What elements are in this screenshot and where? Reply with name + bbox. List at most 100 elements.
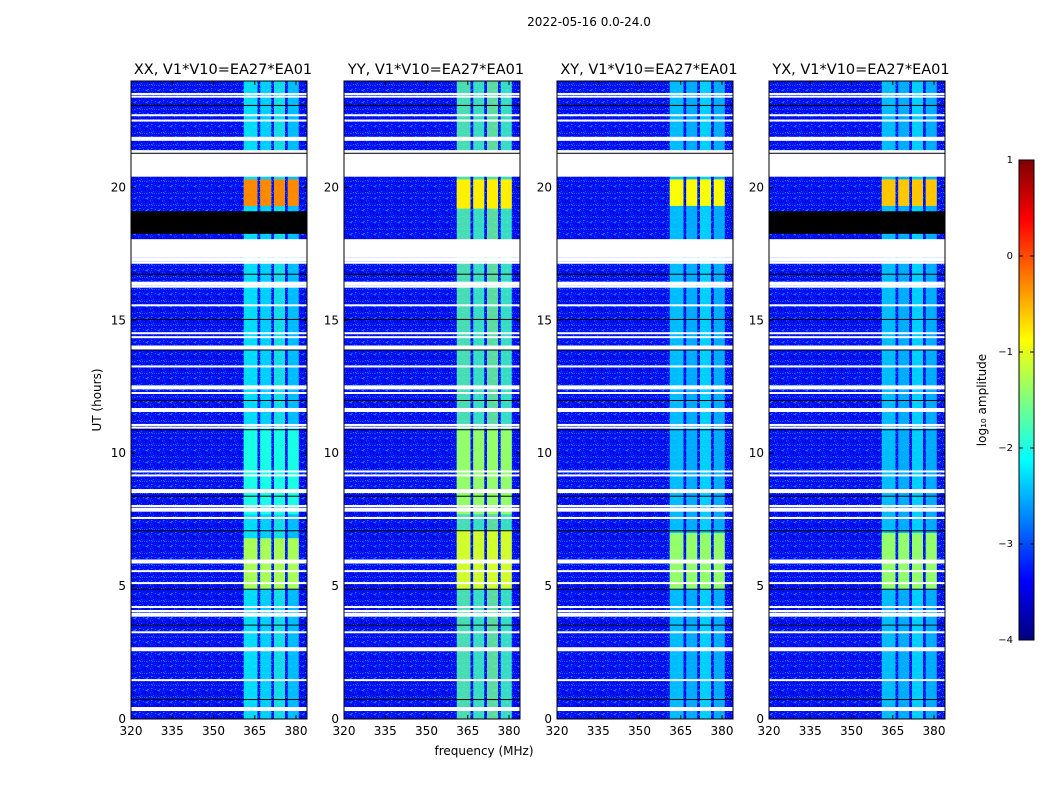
y-tick-label: 15	[111, 313, 126, 327]
flagged-row	[131, 699, 307, 701]
flagged-row	[344, 588, 520, 590]
flagged-row	[557, 474, 733, 477]
flagged-row	[557, 261, 733, 264]
flagged-row	[557, 426, 733, 429]
flagged-row	[344, 349, 520, 351]
flagged-row	[344, 489, 520, 494]
flagged-row	[131, 610, 307, 613]
rfi-event	[456, 179, 471, 209]
flagged-row	[344, 505, 520, 508]
flagged-row	[557, 582, 733, 585]
rfi-event	[260, 179, 272, 206]
y-tick-label: 10	[324, 446, 339, 460]
flagged-row	[344, 152, 520, 154]
flagged-row	[131, 606, 307, 609]
panel-title: XX, V1*V10=EA27*EA01	[134, 62, 312, 78]
flagged-block	[557, 150, 733, 177]
flagged-row	[769, 152, 945, 154]
flagged-row	[769, 261, 945, 264]
flagged-row	[557, 119, 733, 122]
flagged-row	[131, 624, 307, 626]
x-axis-label: frequency (MHz)	[434, 744, 533, 758]
flagged-row	[344, 136, 520, 141]
flagged-row	[131, 273, 307, 275]
flagged-row	[557, 559, 733, 564]
plot-area	[557, 81, 733, 719]
colorbar-tick-label: 0	[1007, 251, 1013, 262]
rfi-event	[881, 179, 896, 206]
flagged-row	[557, 505, 733, 508]
flagged-row	[557, 489, 733, 494]
flagged-row	[769, 365, 945, 368]
flagged-row	[344, 606, 520, 609]
flagged-row	[557, 281, 733, 286]
flagged-row	[344, 707, 520, 712]
x-tick-label: 380	[923, 724, 946, 738]
x-tick-label: 380	[711, 724, 734, 738]
colorbar: 1 0 −1 −2 −3 −4	[998, 155, 1035, 646]
y-tick-label: 0	[544, 712, 552, 726]
y-tick-label: 15	[324, 313, 339, 327]
flagged-row	[557, 95, 733, 98]
flagged-row	[557, 624, 733, 626]
flagged-row	[769, 160, 945, 163]
flagged-row	[769, 285, 945, 288]
flagged-row	[344, 426, 520, 429]
flagged-row	[769, 707, 945, 712]
flagged-row	[769, 407, 945, 412]
flagged-row	[557, 516, 733, 519]
flagged-row	[769, 647, 945, 652]
flagged-row	[131, 160, 307, 163]
blackout-block	[769, 211, 945, 234]
flagged-row	[131, 647, 307, 652]
flagged-row	[769, 304, 945, 307]
flagged-row	[131, 707, 307, 712]
flagged-row	[557, 152, 733, 154]
flagged-block	[131, 150, 307, 177]
flagged-row	[131, 474, 307, 477]
panel-1: YY, V1*V10=EA27*EA01 320 335 350 365 380 0 5 10 1…	[324, 62, 524, 738]
flagged-row	[131, 365, 307, 368]
flagged-row	[344, 507, 520, 512]
flagged-row	[131, 470, 307, 473]
flagged-row	[557, 285, 733, 288]
flagged-row	[769, 474, 945, 477]
flagged-row	[769, 631, 945, 634]
rfi-event	[669, 179, 684, 206]
flagged-row	[131, 392, 307, 395]
y-tick-label: 20	[111, 180, 126, 194]
flagged-row	[769, 345, 945, 350]
colorbar-scale	[1018, 159, 1035, 641]
x-tick-label: 350	[628, 724, 651, 738]
flagged-row	[769, 495, 945, 497]
flagged-block	[131, 239, 307, 258]
flagged-row	[131, 423, 307, 426]
y-tick-label: 20	[324, 180, 339, 194]
flagged-row	[344, 281, 520, 286]
rfi-event	[274, 179, 285, 206]
panel-3: YX, V1*V10=EA27*EA01 320 335 350 365 380 0 5 10 1…	[749, 62, 950, 738]
flagged-row	[131, 152, 307, 154]
flagged-block	[344, 239, 520, 258]
x-tick-label: 365	[456, 724, 479, 738]
flagged-row	[344, 95, 520, 98]
flagged-row	[344, 610, 520, 613]
flagged-row	[131, 570, 307, 573]
flagged-row	[344, 470, 520, 473]
panel-title: YX, V1*V10=EA27*EA01	[771, 62, 949, 78]
flagged-row	[769, 582, 945, 585]
flagged-row	[557, 385, 733, 390]
y-tick-label: 0	[756, 712, 764, 726]
flagged-row	[131, 349, 307, 351]
y-tick-label: 5	[118, 579, 126, 593]
rfi-event	[700, 179, 711, 206]
flagged-block	[769, 150, 945, 177]
flagged-row	[557, 699, 733, 701]
x-tick-label: 320	[758, 724, 781, 738]
flagged-row	[131, 261, 307, 264]
flagged-row	[131, 136, 307, 141]
panel-0: XX, V1*V10=EA27*EA01 320 335 350 365 380 0 5 10 1…	[111, 62, 312, 738]
flagged-row	[131, 114, 307, 117]
flagged-row	[131, 588, 307, 590]
flagged-row	[344, 423, 520, 426]
